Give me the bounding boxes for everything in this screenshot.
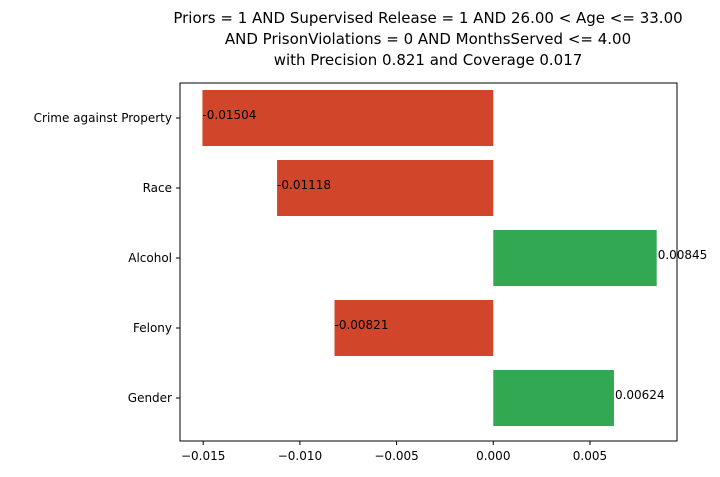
y-tick-label: Crime against Property [34, 111, 172, 125]
x-tick-label: 0.000 [476, 449, 510, 463]
bar-gender [493, 370, 614, 426]
bars [202, 90, 657, 426]
y-tick-label: Alcohol [128, 251, 172, 265]
bar-felony [334, 300, 494, 356]
x-tick-label: 0.005 [573, 449, 607, 463]
bar-alcohol [493, 230, 657, 286]
x-tick-label: −0.010 [278, 449, 322, 463]
y-tick-label: Race [143, 181, 172, 195]
x-tick-label: −0.015 [181, 449, 225, 463]
y-tick-label: Felony [133, 321, 172, 335]
y-tick-label: Gender [128, 391, 172, 405]
x-tick-label: −0.005 [374, 449, 418, 463]
data-labels: -0.01504 -0.01118 0.00845 -0.00821 0.00624 [202, 108, 707, 402]
data-label: 0.00624 [615, 388, 665, 402]
chart-title: Priors = 1 AND Supervised Release = 1 AN… [173, 9, 682, 69]
title-line-2: AND PrisonViolations = 0 AND MonthsServe… [225, 30, 631, 48]
bar-race [277, 160, 494, 216]
title-line-1: Priors = 1 AND Supervised Release = 1 AN… [173, 9, 682, 27]
data-label: -0.01118 [277, 178, 331, 192]
data-label: -0.00821 [335, 318, 389, 332]
data-label: -0.01504 [202, 108, 256, 122]
y-axis-labels: Crime against Property Race Alcohol Felony G… [34, 111, 180, 405]
data-label: 0.00845 [658, 248, 708, 262]
bar-crime-against-property [202, 90, 494, 146]
x-axis: −0.015 −0.010 −0.005 0.000 0.005 [181, 441, 607, 463]
title-line-3: with Precision 0.821 and Coverage 0.017 [274, 51, 583, 69]
